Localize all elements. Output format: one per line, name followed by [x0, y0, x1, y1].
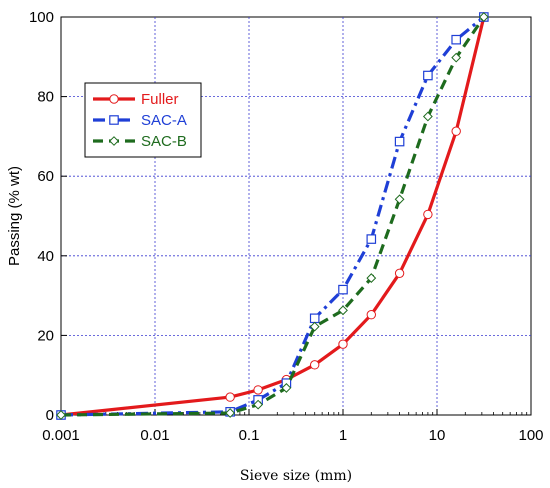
data-point-diamond — [56, 410, 66, 420]
legend-label: Fuller — [141, 91, 179, 108]
data-point-circle — [338, 339, 348, 349]
y-tick-label: 60 — [37, 168, 54, 185]
data-point-diamond — [422, 111, 433, 122]
data-point-diamond — [309, 321, 320, 332]
data-point-square — [423, 70, 433, 81]
y-tick-label: 40 — [37, 248, 54, 265]
legend-label: SAC-A — [141, 112, 187, 129]
y-tick-label: 80 — [37, 89, 54, 106]
data-point-circle — [225, 392, 235, 402]
x-axis-title: Sieve size (mm) — [240, 468, 352, 484]
data-point-diamond — [338, 305, 348, 316]
data-point-diamond — [253, 399, 264, 410]
data-point-diamond — [225, 408, 236, 418]
data-point-circle — [451, 126, 461, 136]
plot-area — [60, 16, 532, 416]
y-tick-label: 20 — [37, 327, 54, 344]
y-axis-title: Passing (% wt) — [6, 166, 23, 266]
data-point-circle — [394, 268, 405, 279]
data-point-circle — [310, 360, 320, 370]
data-point-square — [394, 136, 405, 147]
data-point-square — [109, 115, 119, 125]
series-line — [60, 16, 486, 417]
data-point-circle — [253, 385, 263, 395]
data-point-square — [309, 313, 320, 324]
data-point-circle — [366, 310, 376, 320]
data-point-diamond — [478, 12, 489, 22]
axes: 0.001 0.01 0.1 1 10 100 0 20 40 60 80 100 — [29, 9, 544, 444]
x-tick-label: 0.1 — [239, 427, 260, 444]
x-tick-label: 10 — [429, 427, 446, 444]
data-point-square — [451, 34, 461, 45]
data-point-diamond — [394, 194, 405, 205]
y-tick-label: 0 — [46, 407, 54, 424]
x-tick-label: 100 — [518, 427, 543, 444]
x-tick-label: 0.01 — [140, 427, 169, 444]
data-point-diamond — [281, 383, 292, 393]
series-lines — [56, 12, 489, 420]
x-tick-label: 0.001 — [42, 427, 80, 444]
data-point-diamond — [366, 273, 377, 283]
y-tick-label: 100 — [29, 9, 54, 26]
data-point-circle — [109, 94, 119, 104]
data-point-diamond — [451, 52, 462, 63]
legend: Fuller SAC-A SAC-B — [84, 82, 202, 158]
data-point-diamond — [109, 136, 119, 146]
data-point-circle — [423, 209, 433, 220]
data-point-square — [366, 234, 377, 244]
series-sac-b — [56, 12, 489, 420]
legend-label: SAC-B — [141, 133, 187, 150]
data-point-square — [338, 284, 348, 295]
x-tick-label: 1 — [339, 427, 347, 444]
